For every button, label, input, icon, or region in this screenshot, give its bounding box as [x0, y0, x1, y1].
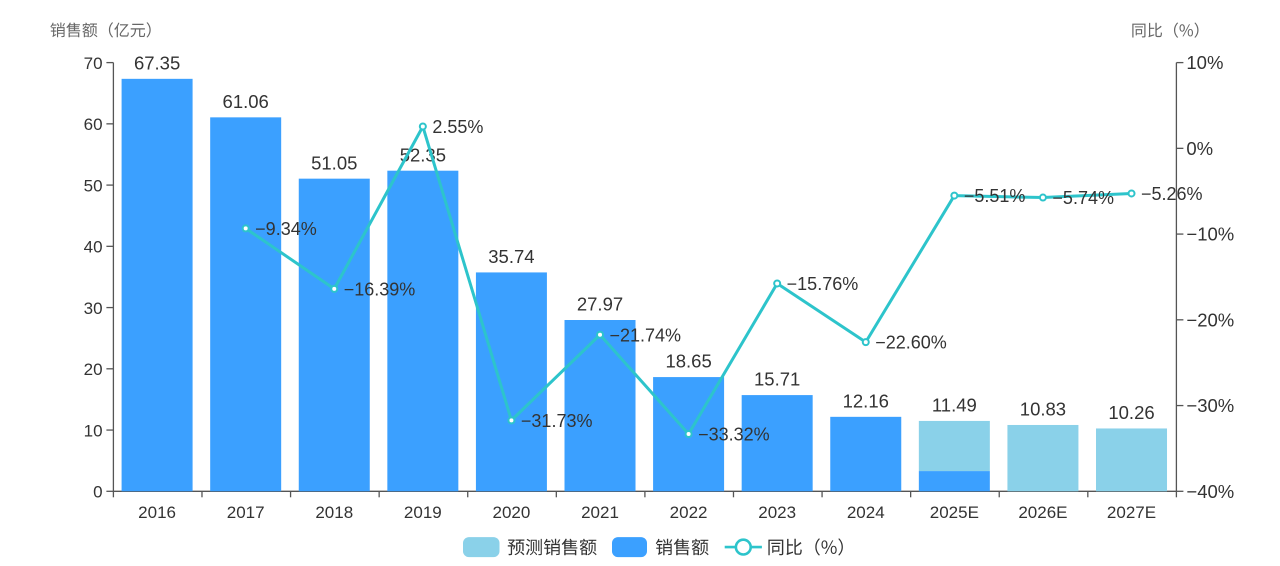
svg-text:2026E: 2026E [1018, 503, 1067, 522]
svg-text:15.71: 15.71 [754, 369, 800, 390]
svg-text:10: 10 [84, 421, 103, 440]
svg-text:−30%: −30% [1186, 395, 1234, 416]
svg-text:12.16: 12.16 [843, 390, 889, 411]
svg-text:2021: 2021 [581, 503, 619, 522]
svg-text:−5.26%: −5.26% [1141, 184, 1203, 204]
svg-text:2023: 2023 [758, 503, 796, 522]
svg-text:60: 60 [84, 115, 103, 134]
svg-text:10.83: 10.83 [1020, 399, 1066, 420]
svg-text:2.55%: 2.55% [432, 117, 483, 137]
svg-text:−22.60%: −22.60% [875, 333, 947, 353]
svg-text:−5.74%: −5.74% [1052, 188, 1114, 208]
svg-text:10%: 10% [1186, 52, 1223, 73]
svg-text:−21.74%: −21.74% [610, 325, 682, 345]
svg-text:−5.51%: −5.51% [964, 186, 1026, 206]
svg-text:−40%: −40% [1186, 481, 1234, 502]
svg-text:2022: 2022 [670, 503, 708, 522]
svg-text:−16.39%: −16.39% [344, 279, 416, 299]
svg-text:−20%: −20% [1186, 309, 1234, 330]
svg-text:2027E: 2027E [1107, 503, 1156, 522]
svg-text:2025E: 2025E [930, 503, 979, 522]
svg-text:20: 20 [84, 360, 103, 379]
svg-text:10.26: 10.26 [1108, 402, 1154, 423]
svg-text:70: 70 [84, 54, 103, 73]
svg-text:61.06: 61.06 [223, 91, 269, 112]
svg-text:2018: 2018 [315, 503, 353, 522]
svg-text:30: 30 [84, 299, 103, 318]
svg-text:2020: 2020 [493, 503, 531, 522]
svg-text:−10%: −10% [1186, 224, 1234, 245]
svg-text:−31.73%: −31.73% [521, 411, 593, 431]
svg-text:67.35: 67.35 [134, 52, 180, 73]
svg-text:27.97: 27.97 [577, 294, 623, 315]
svg-text:2019: 2019 [404, 503, 442, 522]
svg-text:2016: 2016 [138, 503, 176, 522]
svg-text:51.05: 51.05 [311, 152, 357, 173]
svg-text:50: 50 [84, 176, 103, 195]
svg-text:−33.32%: −33.32% [698, 425, 770, 445]
svg-text:11.49: 11.49 [932, 395, 977, 416]
svg-text:−9.34%: −9.34% [255, 219, 317, 239]
svg-text:0: 0 [93, 483, 102, 502]
svg-text:2024: 2024 [847, 503, 885, 522]
svg-text:2017: 2017 [227, 503, 265, 522]
svg-text:35.74: 35.74 [488, 246, 534, 267]
svg-text:−15.76%: −15.76% [787, 274, 859, 294]
svg-text:18.65: 18.65 [665, 351, 711, 372]
svg-text:0%: 0% [1186, 138, 1213, 159]
svg-text:40: 40 [84, 238, 103, 257]
